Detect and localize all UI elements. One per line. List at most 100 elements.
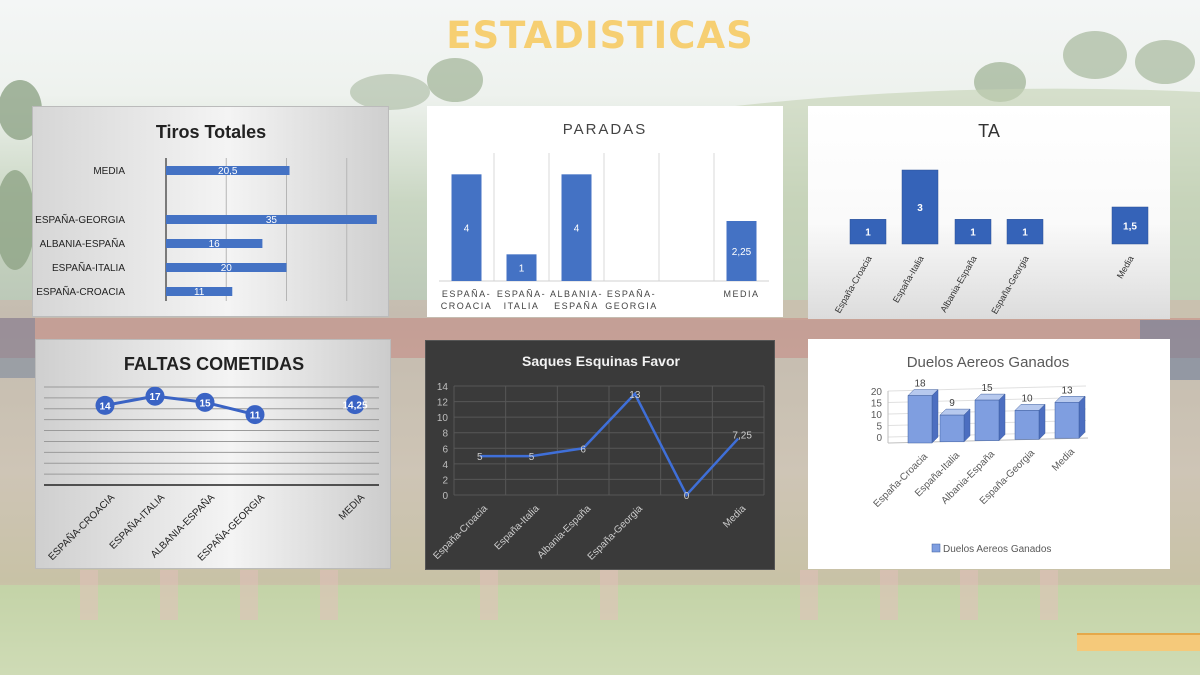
chart-title: PARADAS xyxy=(563,121,648,138)
tick-label: España-Italia xyxy=(891,254,926,305)
chart-title: TA xyxy=(978,121,1000,141)
series-line xyxy=(104,394,256,417)
tick-label: MEDIA xyxy=(723,289,759,299)
chart-title: Tiros Totales xyxy=(156,122,266,142)
bar xyxy=(954,219,992,245)
bar-side xyxy=(931,388,939,444)
data-label: 20,5 xyxy=(218,166,238,177)
tick-label: Media xyxy=(721,503,748,530)
bar xyxy=(1014,410,1040,440)
data-label: 1 xyxy=(1022,228,1028,239)
bar xyxy=(939,414,965,443)
tick-label: España-Croacia xyxy=(833,254,874,315)
tick-label: Media xyxy=(1050,446,1077,473)
tick-label: ALBANIA-ESPAÑA xyxy=(40,237,126,250)
data-point xyxy=(95,395,115,415)
chart-saques-esquinas: Saques Esquinas Favor 0 2 4 6 8 10 12 14 5 5 6 13 0 7,… xyxy=(425,340,775,570)
chart-ta: TA 1 España-Croacia 3 España-Italia 1 Albania-… xyxy=(808,106,1170,319)
bar-side xyxy=(1038,403,1046,441)
data-label: 15 xyxy=(981,383,993,394)
bar xyxy=(506,254,537,281)
tick-label: 0 xyxy=(442,491,448,502)
tick-label: ESPAÑA- xyxy=(442,289,491,299)
tick-label: MEDIA xyxy=(93,166,125,177)
tick-label: ESPAÑA-GEORGIA xyxy=(35,213,125,226)
data-label: 7,25 xyxy=(732,431,752,442)
data-point xyxy=(195,392,215,412)
data-label: 35 xyxy=(266,215,278,226)
bar-side xyxy=(998,393,1006,442)
chart-title: Saques Esquinas Favor xyxy=(522,353,680,369)
data-point xyxy=(245,405,265,425)
tick-label: 8 xyxy=(442,429,448,440)
chart-title: Duelos Aereos Ganados xyxy=(907,354,1070,371)
tick-label: Albania-España xyxy=(536,503,594,561)
bar xyxy=(726,221,757,281)
tick-label: 2 xyxy=(442,475,448,486)
data-label: 11 xyxy=(250,411,261,422)
data-label: 2,25 xyxy=(732,247,752,258)
data-label: 14 xyxy=(99,401,111,412)
chart-paradas: PARADAS 4 ESPAÑA- CROACIA 1 ESPAÑA- ITALIA 4 ALB… xyxy=(427,106,783,317)
data-label: 4 xyxy=(464,224,470,235)
tick-label: ESPAÑA xyxy=(554,301,599,311)
data-label: 5 xyxy=(529,452,535,463)
bar xyxy=(451,174,482,281)
bar xyxy=(166,215,377,224)
chart-faltas-cometidas: FALTAS COMETIDAS 14 17 15 11 14,25 ESPAÑA-CROA… xyxy=(35,339,391,569)
bar-side xyxy=(963,408,971,443)
data-label: 17 xyxy=(149,392,161,403)
data-label: 1 xyxy=(970,228,976,239)
tick-label: GEORGIA xyxy=(605,301,658,311)
bar xyxy=(166,287,233,296)
bar xyxy=(907,395,933,444)
page-title: ESTADISTICAS xyxy=(446,14,754,57)
tick-label: 15 xyxy=(871,399,883,410)
chart-tiros-totales: Tiros Totales ESPAÑA-CROACIA 11 ESPAÑA-ITAL… xyxy=(32,106,389,317)
data-label: 10 xyxy=(1021,393,1033,404)
legend-label: Duelos Aereos Ganados xyxy=(943,544,1051,555)
bar xyxy=(849,219,887,245)
data-label: 9 xyxy=(949,398,955,409)
bar xyxy=(1054,402,1080,439)
bar xyxy=(1111,206,1149,245)
tick-label: España-Croacia xyxy=(431,503,490,562)
accent-bar xyxy=(1077,633,1200,651)
data-label: 13 xyxy=(629,390,641,401)
tick-label: 10 xyxy=(437,413,449,424)
tick-label: ALBANIA- xyxy=(550,289,603,299)
bar xyxy=(1006,219,1044,245)
data-label: 5 xyxy=(477,452,483,463)
tick-label: 4 xyxy=(442,460,448,471)
legend-swatch xyxy=(931,543,941,553)
tick-label: Media xyxy=(1115,254,1136,280)
data-label: 14,25 xyxy=(342,401,367,412)
data-label: 13 xyxy=(1061,385,1073,396)
chart-title: FALTAS COMETIDAS xyxy=(124,354,304,374)
tick-label: ITALIA xyxy=(504,301,540,311)
data-label: 4 xyxy=(574,224,580,235)
bar xyxy=(166,263,287,272)
tick-label: ESPAÑA-CROACIA xyxy=(36,285,125,298)
bar xyxy=(974,399,1000,441)
tick-label: ESPAÑA-ITALIA xyxy=(52,261,125,274)
bar xyxy=(901,169,939,245)
tick-label: 5 xyxy=(876,422,882,433)
bar xyxy=(166,239,263,248)
tick-label: España-Croacia xyxy=(872,451,931,510)
data-label: 3 xyxy=(917,203,923,214)
data-label: 11 xyxy=(194,287,205,298)
tick-label: España-Georgia xyxy=(989,254,1030,316)
tick-label: MEDIA xyxy=(337,492,367,522)
chart-duelos-aereos: Duelos Aereos Ganados 0 5 10 15 20 18 España-Cr… xyxy=(808,339,1170,569)
tick-label: Albania-España xyxy=(938,254,978,314)
data-label: 18 xyxy=(914,379,926,390)
data-label: 1,5 xyxy=(1123,222,1137,233)
data-point xyxy=(345,395,365,415)
tick-label: España-Georgia xyxy=(586,503,646,563)
tick-label: ESPAÑA-CROACIA xyxy=(45,491,117,563)
data-label: 1 xyxy=(865,228,871,239)
tick-label: 12 xyxy=(437,398,449,409)
bar-side xyxy=(1078,395,1086,439)
